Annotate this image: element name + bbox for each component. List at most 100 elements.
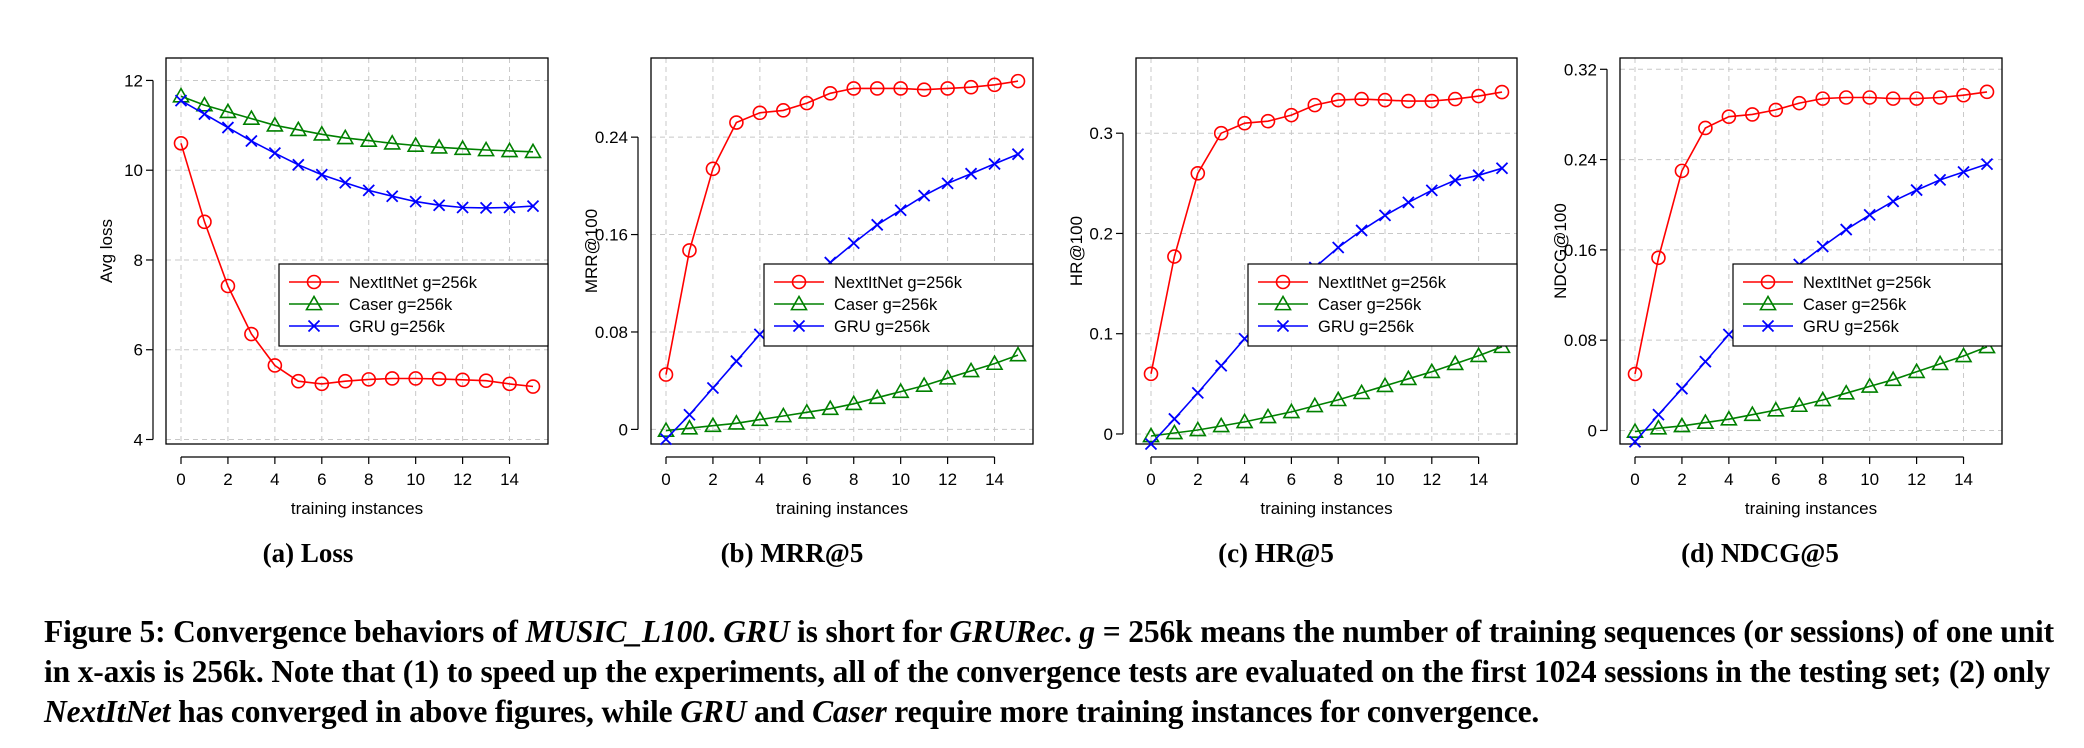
data-point <box>384 371 400 386</box>
data-point <box>221 121 235 134</box>
y-axis-title: MRR@100 <box>582 209 601 293</box>
x-tick-label: 14 <box>1954 470 1973 489</box>
data-point <box>1284 107 1299 123</box>
data-point <box>1191 386 1204 400</box>
legend-label: GRU g=256k <box>1803 318 1900 336</box>
data-point <box>1237 115 1252 131</box>
data-point <box>1980 157 1994 171</box>
x-tick-label: 6 <box>1287 470 1296 489</box>
data-point <box>195 96 214 112</box>
data-point <box>1469 346 1488 363</box>
series-gru <box>1144 162 1509 451</box>
data-point <box>292 158 305 171</box>
series-nextitnet <box>1627 84 1995 382</box>
x-tick-label: 6 <box>317 470 326 489</box>
data-point <box>776 103 791 118</box>
data-point <box>1719 410 1738 426</box>
data-point <box>174 94 188 107</box>
data-point <box>916 82 932 97</box>
series-line <box>180 99 534 209</box>
caption-seg-0: Figure 5: <box>44 614 174 649</box>
data-point <box>1305 396 1324 413</box>
y-tick-label: 0.32 <box>1564 60 1597 79</box>
data-point <box>1282 402 1301 419</box>
data-point <box>314 376 330 392</box>
y-tick-label: 0.16 <box>595 226 628 245</box>
data-point <box>987 77 1002 93</box>
x-tick-label: 4 <box>1240 470 1249 489</box>
x-tick-label: 4 <box>1724 470 1733 489</box>
legend-marker <box>306 274 322 290</box>
data-point <box>891 382 910 399</box>
data-point <box>985 354 1004 371</box>
data-point <box>657 421 675 438</box>
series-line <box>1150 91 1503 374</box>
data-point <box>822 86 838 101</box>
subcaption-d-text: NDCG@5 <box>1720 538 1839 568</box>
legend-label: Caser g=256k <box>1318 296 1422 314</box>
y-tick-label: 0.24 <box>595 128 628 147</box>
x-tick-label: 4 <box>755 470 764 489</box>
caption-seg-10: NextItNet <box>44 694 171 729</box>
data-point <box>821 399 840 416</box>
data-point <box>730 355 743 368</box>
legend-box <box>278 263 549 347</box>
data-point <box>1424 93 1440 109</box>
legend-box <box>763 263 1034 347</box>
data-point <box>1143 366 1159 382</box>
figure-caption: Figure 5: Convergence behaviors of MUSIC… <box>44 612 2064 732</box>
chart-panel-c: 0 2 4 6 8 10 12 14 training instances 0 0.1 0.2 0.3 H… <box>1067 57 1518 518</box>
subcaption-c-text: HR@5 <box>1254 538 1334 568</box>
data-point <box>245 134 258 148</box>
data-point <box>406 136 425 152</box>
data-point <box>797 403 816 419</box>
data-point <box>479 201 493 215</box>
x-tick-label: 6 <box>1771 470 1780 489</box>
x-tick-label: 10 <box>1860 470 1879 489</box>
x-tick-label: 2 <box>1677 470 1686 489</box>
legend-box <box>1732 263 2003 347</box>
chart-panel-b: 0 2 4 6 8 10 12 14 training instances 0 0.08 0.16 0.… <box>582 57 1034 518</box>
data-point <box>706 381 720 395</box>
data-point <box>1377 92 1393 108</box>
series-nextitnet <box>1143 84 1510 382</box>
data-point <box>526 199 540 213</box>
x-tick-label: 0 <box>176 470 185 489</box>
series-line <box>665 153 1019 440</box>
data-point <box>868 388 887 405</box>
data-point <box>1838 90 1854 105</box>
x-axis-title: training instances <box>1260 499 1392 518</box>
data-point <box>1329 390 1348 407</box>
legend-marker <box>307 319 321 333</box>
data-point <box>1837 384 1856 400</box>
subcaption-d: (d) NDCG@5 <box>1560 538 1960 569</box>
data-point <box>915 376 934 392</box>
y-tick-label: 0 <box>619 420 628 439</box>
data-point <box>917 189 931 202</box>
x-tick-label: 12 <box>1422 470 1441 489</box>
caption-seg-11: has converged in above figures, while <box>170 694 681 729</box>
data-point <box>455 372 470 388</box>
subcaption-b: (b) MRR@5 <box>592 538 992 569</box>
y-tick-label: 8 <box>134 251 143 270</box>
caption-seg-12: GRU <box>680 694 747 729</box>
data-point <box>268 147 282 160</box>
x-tick-label: 14 <box>500 470 519 489</box>
data-point <box>871 218 884 231</box>
caption-seg-8: g <box>1079 614 1096 649</box>
caption-seg-7: . <box>1063 614 1080 649</box>
y-tick-label: 4 <box>134 431 143 450</box>
data-point <box>244 326 259 342</box>
data-point <box>704 416 722 433</box>
data-point <box>220 278 236 294</box>
y-tick-label: 0 <box>1588 421 1597 440</box>
data-point <box>938 369 957 385</box>
series-caser <box>1142 337 1511 443</box>
legend-marker <box>1759 294 1777 311</box>
data-point <box>988 157 1001 171</box>
series-line <box>1150 167 1503 445</box>
data-point <box>1009 345 1027 362</box>
legend-label: GRU g=256k <box>349 318 446 336</box>
x-tick-label: 8 <box>1333 470 1342 489</box>
y-tick-label: 12 <box>124 71 143 90</box>
